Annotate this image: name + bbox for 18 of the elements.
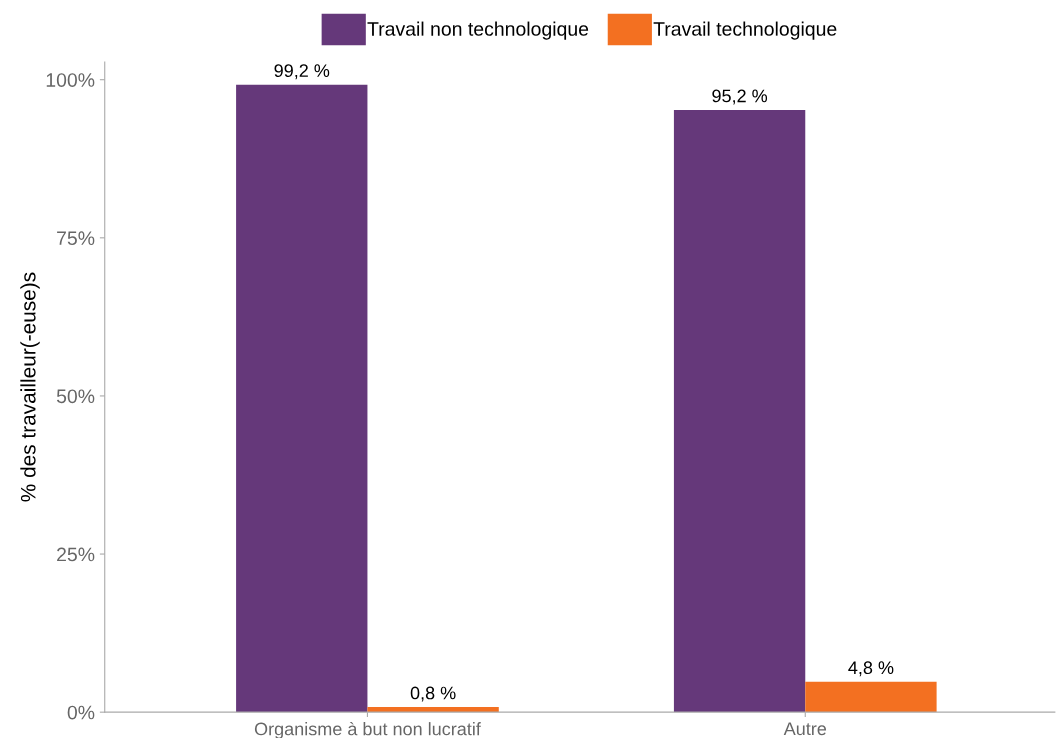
y-axis-title: % des travailleur(-euse)s [20,272,40,502]
y-tick-label: 75% [57,231,95,246]
data-label: 0,8 % [410,686,456,702]
y-tick-label: 50% [56,389,95,404]
y-tick-label: 25% [57,547,95,562]
legend-label: Travail technologique [653,21,837,40]
y-tick-label: 100% [46,73,95,87]
data-label: 4,8 % [848,661,894,677]
bar [673,110,806,713]
legend-label: Travail non technologique [367,21,589,40]
data-label: 95,2 % [712,89,768,105]
bar [805,681,937,713]
bar [236,84,368,713]
y-tick-label: 0% [67,705,95,720]
x-tick-label: Organisme à but non lucratif [254,721,481,738]
bar [367,707,499,713]
data-label: 99,2 % [274,64,330,80]
x-tick-label: Autre [783,722,827,736]
